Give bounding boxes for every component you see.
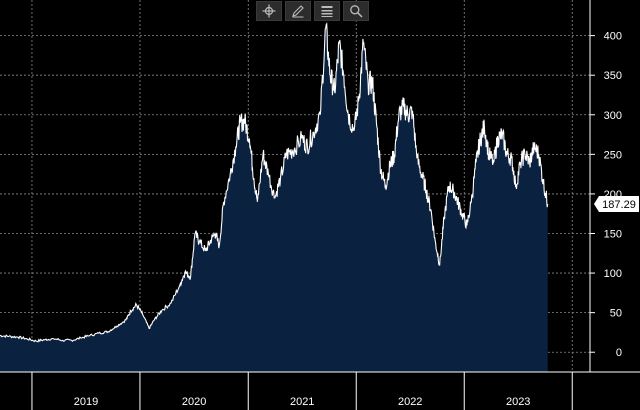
- y-tick-label: 250: [604, 149, 622, 161]
- y-tick-label: 0: [616, 347, 622, 359]
- chart-toolbar: [256, 1, 369, 21]
- draw-button[interactable]: [285, 1, 311, 21]
- x-year-label: 2020: [182, 396, 206, 408]
- last-value-label: 187.29: [594, 195, 639, 212]
- list-button[interactable]: [314, 1, 340, 21]
- x-axis-labels: 2019 2020 2021 2022 2023: [31, 372, 573, 410]
- y-tick-label: 50: [610, 308, 622, 320]
- y-tick-label: 400: [604, 31, 622, 43]
- y-tick-label: 100: [604, 268, 622, 280]
- x-year-label: 2019: [74, 396, 98, 408]
- x-year-label: 2021: [290, 396, 314, 408]
- y-tick-label: 300: [604, 110, 622, 122]
- list-icon: [321, 6, 333, 17]
- zoom-button[interactable]: [343, 1, 369, 21]
- search-icon: [350, 5, 363, 18]
- pen-icon: [292, 5, 304, 18]
- price-line: [0, 22, 549, 343]
- crosshair-icon: [262, 4, 276, 18]
- x-year-label: 2023: [506, 396, 530, 408]
- y-tick-label: 350: [604, 70, 622, 82]
- x-year-label: 2022: [398, 396, 422, 408]
- last-value-text: 187.29: [602, 199, 636, 211]
- crosshair-button[interactable]: [256, 1, 282, 21]
- y-tick-label: 150: [604, 228, 622, 240]
- last-value-box: [594, 195, 639, 212]
